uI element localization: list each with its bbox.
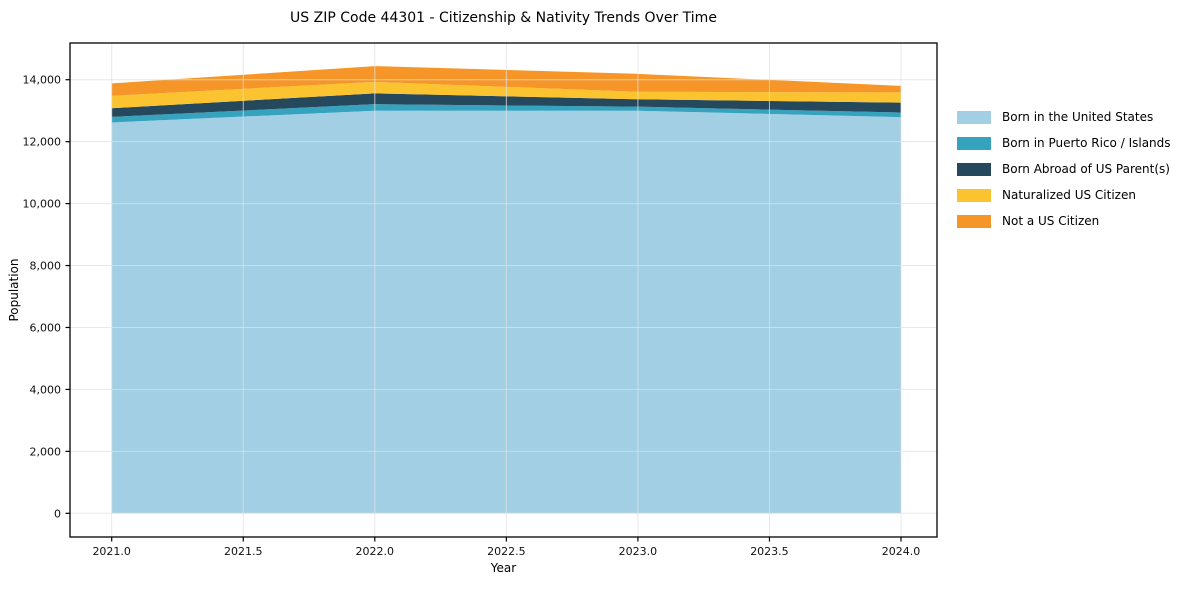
- legend-item-born-abroad-of-us-parent-s: Born Abroad of US Parent(s): [957, 156, 1171, 182]
- gridlines: [70, 43, 937, 537]
- x-tick-label: 2022.0: [356, 545, 395, 558]
- area-born-in-puerto-rico-islands: [111, 104, 901, 123]
- x-tick-label: 2021.0: [92, 545, 131, 558]
- y-tick-label: 8,000: [30, 260, 62, 273]
- legend: Born in the United States Born in Puerto …: [957, 104, 1171, 234]
- legend-swatch-icon: [957, 162, 991, 176]
- legend-swatch-icon: [957, 136, 991, 150]
- y-tick-label: 0: [54, 507, 61, 520]
- y-tick-label: 14,000: [23, 74, 62, 87]
- plot-border: [69, 42, 938, 538]
- chart-title: US ZIP Code 44301 - Citizenship & Nativi…: [290, 10, 717, 26]
- axis-ticks: [65, 79, 902, 542]
- legend-label: Naturalized US Citizen: [1002, 188, 1136, 202]
- legend-item-born-in-puerto-rico-islands: Born in Puerto Rico / Islands: [957, 130, 1171, 156]
- legend-swatch-icon: [957, 188, 991, 202]
- x-tick-label: 2021.5: [224, 545, 263, 558]
- legend-item-born-in-the-united-states: Born in the United States: [957, 104, 1171, 130]
- legend-label: Born in the United States: [1002, 110, 1154, 124]
- y-tick-label: 6,000: [30, 321, 62, 334]
- legend-item-not-a-us-citizen: Not a US Citizen: [957, 208, 1171, 234]
- x-tick-label: 2023.0: [619, 545, 658, 558]
- y-tick-label: 2,000: [30, 445, 62, 458]
- legend-label: Born in Puerto Rico / Islands: [1002, 136, 1171, 150]
- legend-label: Born Abroad of US Parent(s): [1002, 162, 1170, 176]
- y-axis-label: Population: [7, 258, 21, 322]
- legend-label: Not a US Citizen: [1002, 214, 1100, 228]
- y-tick-label: 12,000: [23, 136, 62, 149]
- legend-swatch-icon: [957, 214, 991, 228]
- x-tick-label: 2024.0: [882, 545, 921, 558]
- legend-item-naturalized-us-citizen: Naturalized US Citizen: [957, 182, 1171, 208]
- y-tick-label: 10,000: [23, 198, 62, 211]
- x-tick-label: 2022.5: [487, 545, 526, 558]
- y-tick-label: 4,000: [30, 383, 62, 396]
- legend-swatch-icon: [957, 110, 991, 124]
- x-tick-label: 2023.5: [750, 545, 789, 558]
- x-axis-label: Year: [490, 561, 517, 575]
